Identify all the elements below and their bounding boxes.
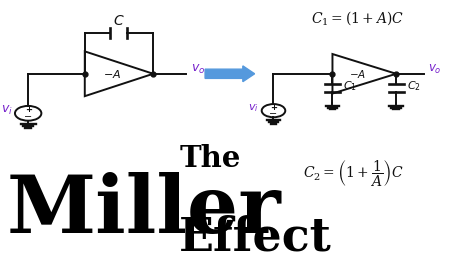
Text: $-A$: $-A$ (103, 68, 121, 80)
Text: $v_o$: $v_o$ (428, 63, 442, 76)
Text: Miller: Miller (7, 172, 282, 250)
Text: $-A$: $-A$ (349, 68, 366, 80)
Text: $C$: $C$ (113, 14, 125, 28)
Text: $C_2$: $C_2$ (407, 79, 420, 93)
Text: $C_1 = (1+A)C$: $C_1 = (1+A)C$ (311, 10, 404, 27)
Text: The: The (179, 144, 240, 173)
Text: $C_1$: $C_1$ (343, 79, 357, 93)
Text: $v_o$: $v_o$ (191, 63, 205, 76)
Text: −: − (24, 112, 32, 122)
Text: $C_2 = \left(1 + \dfrac{1}{A}\right)C$: $C_2 = \left(1 + \dfrac{1}{A}\right)C$ (303, 159, 404, 189)
Text: $v_i$: $v_i$ (248, 102, 259, 114)
FancyArrow shape (205, 66, 255, 82)
Text: Effect: Effect (179, 214, 332, 260)
Text: −: − (269, 109, 278, 119)
Text: +: + (25, 106, 32, 114)
Text: $v_i$: $v_i$ (1, 104, 13, 117)
Text: +: + (270, 103, 277, 112)
